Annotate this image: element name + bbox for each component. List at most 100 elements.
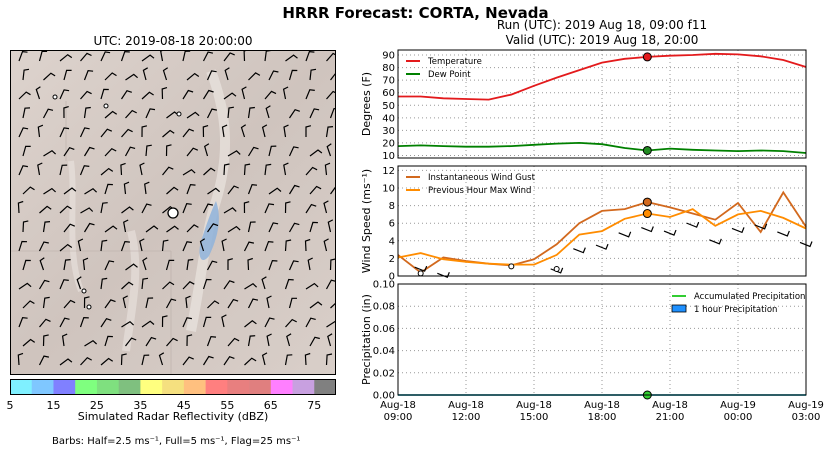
wind-barb [139, 238, 145, 252]
x-tick-time: 12:00 [452, 412, 481, 423]
wind-barb [141, 277, 149, 290]
wind-barb [207, 187, 220, 195]
wind-barb [104, 335, 113, 347]
current-time-marker [642, 52, 652, 62]
wind-barb [309, 149, 323, 157]
wind-barb [80, 52, 92, 62]
wind-barb [186, 224, 199, 233]
wind-barb [17, 352, 24, 366]
wind-barb [283, 124, 289, 138]
wind-barb [83, 70, 94, 81]
wind-barb [79, 316, 89, 328]
wind-barb [22, 220, 29, 233]
wind-barb [83, 106, 91, 119]
wind-barb [42, 334, 49, 347]
wind-barb [42, 221, 51, 233]
legend-entry: Instantaneous Wind Gust [428, 173, 536, 183]
calm-wind-marker [103, 103, 109, 109]
wind-barb [247, 106, 255, 119]
y-tick-label: 50 [382, 101, 395, 112]
wind-barb [18, 127, 29, 138]
colorbar-ticks: 5 15 25 35 45 55 65 75 [7, 399, 322, 412]
wind-barb [186, 258, 194, 271]
wind-barb [79, 127, 90, 138]
wind-barb [663, 229, 677, 236]
wind-barb [595, 243, 609, 250]
wind-barb [120, 89, 132, 100]
wind-barb [227, 225, 241, 233]
wind-barb [202, 203, 214, 214]
wind-barb [22, 68, 30, 81]
colorbar-swatch [205, 379, 228, 395]
wind-barb [120, 162, 126, 176]
wind-barb [202, 89, 214, 100]
colorbar-swatch [183, 379, 206, 395]
wind-barb [305, 51, 315, 62]
wind-barb [641, 226, 654, 233]
wind-barb [18, 282, 32, 290]
wind-barb [125, 73, 138, 81]
wind-barb [288, 69, 298, 81]
wind-barb [39, 318, 51, 328]
calm-wind-marker [553, 265, 560, 272]
wind-barb [42, 108, 54, 119]
wind-barb [325, 353, 333, 366]
legend: Temperature Dew Point [406, 57, 482, 80]
colorbar-swatch [75, 379, 98, 395]
wind-barb [264, 317, 275, 328]
wind-barb [121, 281, 134, 290]
y-axis-label: Wind Speed (ms⁻¹) [360, 169, 373, 273]
run-title: Run (UTC): 2019 Aug 18, 09:00 f11 Valid … [398, 18, 806, 48]
wind-barb [63, 69, 72, 81]
wind-barb [244, 282, 258, 290]
y-tick-label: 0.06 [373, 324, 395, 335]
wind-barb [84, 187, 98, 195]
y-tick-label: 0.10 [373, 280, 395, 291]
colorbar-tick-label: 25 [90, 399, 104, 412]
y-tick-label: 0.00 [373, 391, 395, 402]
colorbar-swatch [162, 379, 185, 395]
wind-barb [186, 334, 193, 347]
colorbar-tick-label: 75 [307, 399, 321, 412]
wind-barb [141, 203, 152, 214]
wind-barb [22, 145, 31, 157]
y-tick-label: 0 [389, 272, 395, 283]
wind-barb [59, 205, 72, 214]
wind-barb [282, 86, 289, 100]
map-svg [11, 51, 335, 374]
y-tick-label: 90 [382, 51, 395, 62]
wind-barb [326, 143, 332, 157]
colorbar-tick-label: 55 [220, 399, 234, 412]
wind-barb [221, 314, 227, 328]
series-line-2 [397, 208, 807, 266]
wind-barb [288, 146, 299, 157]
wind-barb [264, 51, 272, 62]
wind-barb [309, 108, 320, 119]
wind-barb [202, 125, 209, 138]
wind-barb [166, 186, 179, 195]
ridge-highlight [68, 160, 84, 293]
calm-wind-marker [81, 288, 87, 294]
wind-barb [309, 301, 323, 309]
wind-barb [199, 238, 206, 252]
wind-barb [247, 335, 256, 347]
legend-entry: Dew Point [428, 70, 471, 80]
wind-barb [59, 53, 73, 62]
main-title: HRRR Forecast: CORTA, Nevada [282, 4, 549, 22]
colorbar-swatch [53, 379, 76, 395]
wind-barb [309, 221, 318, 233]
wind-barb [283, 162, 289, 176]
wind-barb [206, 335, 217, 347]
wind-barb [162, 281, 175, 290]
wind-barb [326, 90, 335, 100]
wind-barb [243, 163, 251, 176]
wind-barb [182, 128, 195, 138]
legend: Instantaneous Wind Gust Previous Hour Max… [406, 173, 536, 196]
current-time-marker [642, 197, 652, 207]
wind-barb [182, 203, 192, 214]
wind-barb [244, 320, 257, 328]
y-tick-label: 20 [382, 138, 395, 149]
calm-wind-marker [176, 111, 182, 117]
wind-barb [165, 259, 175, 271]
